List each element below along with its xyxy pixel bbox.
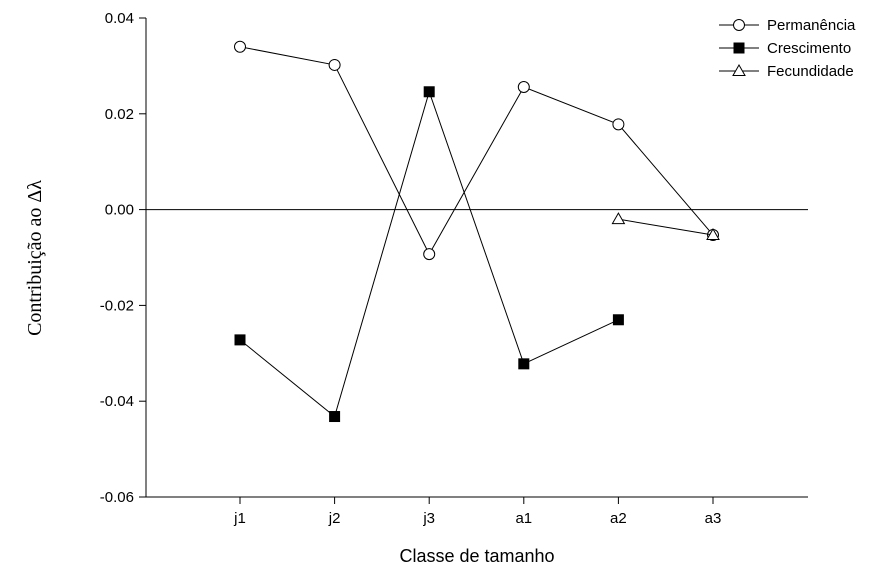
y-tick-label: -0.06 [100,489,134,506]
y-axis-title: Contribuição ao Δλ [24,180,46,336]
data-point [518,358,530,370]
legend-label: Permanência [767,17,856,34]
legend-item: Fecundidade [719,63,854,80]
legend-marker [733,42,745,54]
data-point [612,118,625,131]
x-tick-label: a2 [610,510,627,527]
y-ticks: -0.06 -0.04 -0.02 0.00 0.02 0.04 [100,10,146,506]
y-tick-label: 0.02 [105,106,134,123]
x-tick-label: j3 [422,510,435,527]
series-permanência [234,40,719,261]
y-tick-label: -0.04 [100,393,134,410]
y-tick-label: -0.02 [100,297,134,314]
series-fecundidade [611,212,720,240]
y-tick-label: 0.04 [105,10,134,27]
x-tick-label: a1 [515,510,532,527]
x-axis-title: Classe de tamanho [399,546,554,566]
legend-label: Crescimento [767,40,851,57]
data-point [423,86,435,98]
series-line [239,46,714,256]
legend-marker [733,19,745,31]
data-point [423,248,436,261]
legend-item: Permanência [719,17,856,34]
plot-area: -0.06 -0.04 -0.02 0.00 0.02 0.04 j1 j2 j3 a1 a2 a3 [100,10,808,527]
legend-marker [732,63,746,76]
series-line [618,218,714,236]
x-tick-label: j1 [233,510,246,527]
data-point [328,58,341,71]
y-tick-label: 0.00 [105,202,134,219]
data-point [611,212,626,225]
series-layer [234,40,720,423]
data-point [706,227,720,240]
legend-item: Crescimento [719,40,851,57]
x-tick-label: a3 [705,510,722,527]
data-point [612,314,624,326]
legend: Permanência Crescimento Fecundidade [719,17,856,80]
x-ticks: j1 j2 j3 a1 a2 a3 [233,497,721,527]
legend-label: Fecundidade [767,63,854,80]
data-point [329,411,341,423]
data-point [517,80,530,93]
series-crescimento [234,86,624,423]
x-tick-label: j2 [328,510,341,527]
data-point [234,334,246,346]
data-point [234,40,246,53]
